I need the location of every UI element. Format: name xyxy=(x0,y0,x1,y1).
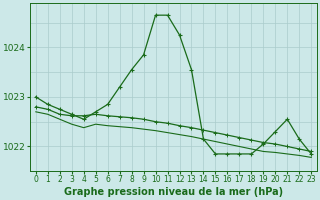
X-axis label: Graphe pression niveau de la mer (hPa): Graphe pression niveau de la mer (hPa) xyxy=(64,187,283,197)
